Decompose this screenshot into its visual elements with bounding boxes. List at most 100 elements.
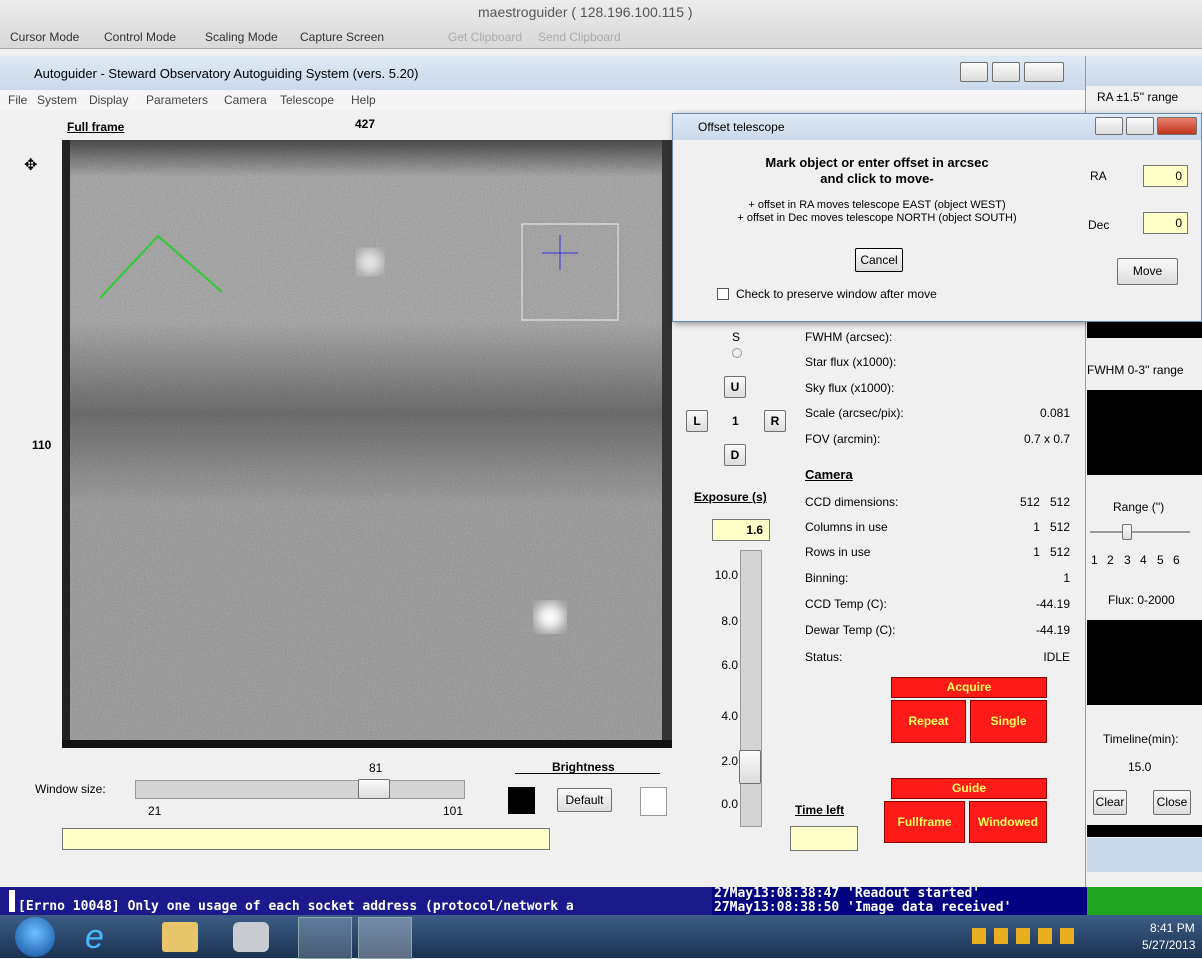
toolbar-item[interactable]: Scaling Mode: [205, 30, 278, 44]
range-tick: 6: [1173, 553, 1180, 567]
timeline-label: Timeline(min):: [1103, 732, 1179, 746]
cursor-icon: ✥: [24, 155, 37, 175]
camera-value: 1 512: [970, 545, 1070, 559]
guide-label: Guide: [891, 778, 1047, 799]
window-size-track[interactable]: [135, 780, 465, 799]
window-size-min: 21: [148, 804, 161, 818]
camera-value: -44.19: [970, 597, 1070, 611]
timeline-value: 15.0: [1128, 760, 1151, 774]
right-button[interactable]: R: [764, 410, 786, 432]
menu-item[interactable]: Help: [351, 93, 376, 107]
offset-minimize[interactable]: [1095, 117, 1123, 135]
side-ra-range: RA ±1.5'' range: [1097, 90, 1178, 104]
exposure-tick: 2.0: [698, 754, 738, 768]
camera-label: CCD dimensions:: [805, 495, 898, 509]
window-size-thumb[interactable]: [358, 779, 390, 799]
clear-button[interactable]: Clear: [1093, 790, 1127, 815]
app-icon[interactable]: [233, 922, 269, 952]
main-title: Autoguider - Steward Observatory Autogui…: [34, 66, 418, 81]
menu-item[interactable]: System: [37, 93, 77, 107]
ie-icon[interactable]: e: [85, 920, 125, 954]
stat-label: Sky flux (x1000):: [805, 381, 894, 395]
compass-radio[interactable]: [732, 348, 742, 358]
dec-label: Dec: [1088, 218, 1109, 232]
move-button[interactable]: Move: [1117, 258, 1178, 285]
stat-label: FWHM (arcsec):: [805, 330, 892, 344]
range-thumb[interactable]: [1122, 524, 1132, 540]
window-size-label: Window size:: [35, 782, 106, 796]
exposure-thumb[interactable]: [739, 750, 761, 784]
white-level[interactable]: [640, 787, 667, 816]
cancel-button[interactable]: Cancel: [855, 248, 903, 272]
repeat-button[interactable]: Repeat: [891, 700, 966, 743]
camera-value: IDLE: [970, 650, 1070, 664]
time-left-label: Time left: [795, 803, 844, 817]
guider-icon[interactable]: [358, 917, 412, 959]
single-button[interactable]: Single: [970, 700, 1047, 743]
toolbar-item[interactable]: Capture Screen: [300, 30, 384, 44]
close-button[interactable]: Close: [1153, 790, 1191, 815]
command-input[interactable]: [62, 828, 550, 850]
menu-item[interactable]: Parameters: [146, 93, 208, 107]
down-button[interactable]: D: [724, 444, 746, 466]
menu-item[interactable]: Camera: [224, 93, 267, 107]
offset-heading: Mark object or enter offset in arcsec: [680, 155, 1074, 170]
window-size-value: 81: [369, 761, 382, 775]
brightness-rule: [515, 773, 660, 774]
maximize[interactable]: [992, 62, 1020, 82]
windowed-button[interactable]: Windowed: [969, 801, 1047, 843]
camera-label: Status:: [805, 650, 842, 664]
range-tick: 5: [1157, 553, 1164, 567]
column-readout: 427: [355, 117, 375, 131]
toolbar-item[interactable]: Get Clipboard: [448, 30, 522, 44]
side-titlebar: [1086, 56, 1202, 86]
ra-input[interactable]: 0: [1143, 165, 1188, 187]
toolbar-item[interactable]: Control Mode: [104, 30, 176, 44]
preserve-checkbox[interactable]: [717, 288, 729, 300]
flux-plot: [1087, 620, 1202, 705]
left-button[interactable]: L: [686, 410, 708, 432]
toolbar-item[interactable]: Cursor Mode: [10, 30, 79, 44]
side-strip: [1087, 825, 1202, 837]
ra-label: RA: [1090, 169, 1107, 183]
offset-note: + offset in Dec moves telescope NORTH (o…: [680, 212, 1074, 224]
offset-close[interactable]: [1157, 117, 1197, 135]
preserve-label: Check to preserve window after move: [736, 287, 937, 301]
fullframe-button[interactable]: Fullframe: [884, 801, 965, 843]
stat-label: Star flux (x1000):: [805, 355, 896, 369]
stat-label: FOV (arcmin):: [805, 432, 880, 446]
minimize[interactable]: [960, 62, 988, 82]
camera-label: Dewar Temp (C):: [805, 623, 895, 637]
camera-value: 1 512: [970, 520, 1070, 534]
menu-item[interactable]: Telescope: [280, 93, 334, 107]
screen: maestroguider ( 128.196.100.115 ) Cursor…: [0, 0, 1202, 958]
stat-value: 0.7 x 0.7: [970, 432, 1070, 446]
stat-value: 0.081: [970, 406, 1070, 420]
black-level[interactable]: [508, 787, 535, 814]
stat-label: Scale (arcsec/pix):: [805, 406, 904, 420]
exposure-value[interactable]: 1.6: [712, 519, 770, 541]
window-size-max: 101: [443, 804, 463, 818]
exposure-tick: 8.0: [698, 614, 738, 628]
exposure-track[interactable]: [740, 550, 762, 827]
start-button[interactable]: [15, 917, 55, 957]
exposure-tick: 0.0: [698, 797, 738, 811]
brightness-label: Brightness: [552, 760, 615, 774]
camera-value: 1: [970, 571, 1070, 585]
default-button[interactable]: Default: [557, 788, 612, 812]
toolbar-item[interactable]: Send Clipboard: [538, 30, 621, 44]
menu-item[interactable]: File: [8, 93, 27, 107]
up-button[interactable]: U: [724, 376, 746, 398]
close[interactable]: [1024, 62, 1064, 82]
offset-maximize[interactable]: [1126, 117, 1154, 135]
menu-item[interactable]: Display: [89, 93, 128, 107]
side-blue: [1087, 838, 1202, 872]
dec-input[interactable]: 0: [1143, 212, 1188, 234]
fwhm-plot: [1087, 390, 1202, 475]
log-line: 27May13:08:38:50 'Image data received': [714, 900, 1011, 915]
python-icon[interactable]: [298, 917, 352, 959]
range-track[interactable]: [1090, 531, 1190, 533]
tray-icons[interactable]: [972, 928, 1082, 944]
ccd-image[interactable]: [62, 140, 672, 748]
explorer-icon[interactable]: [162, 922, 198, 952]
